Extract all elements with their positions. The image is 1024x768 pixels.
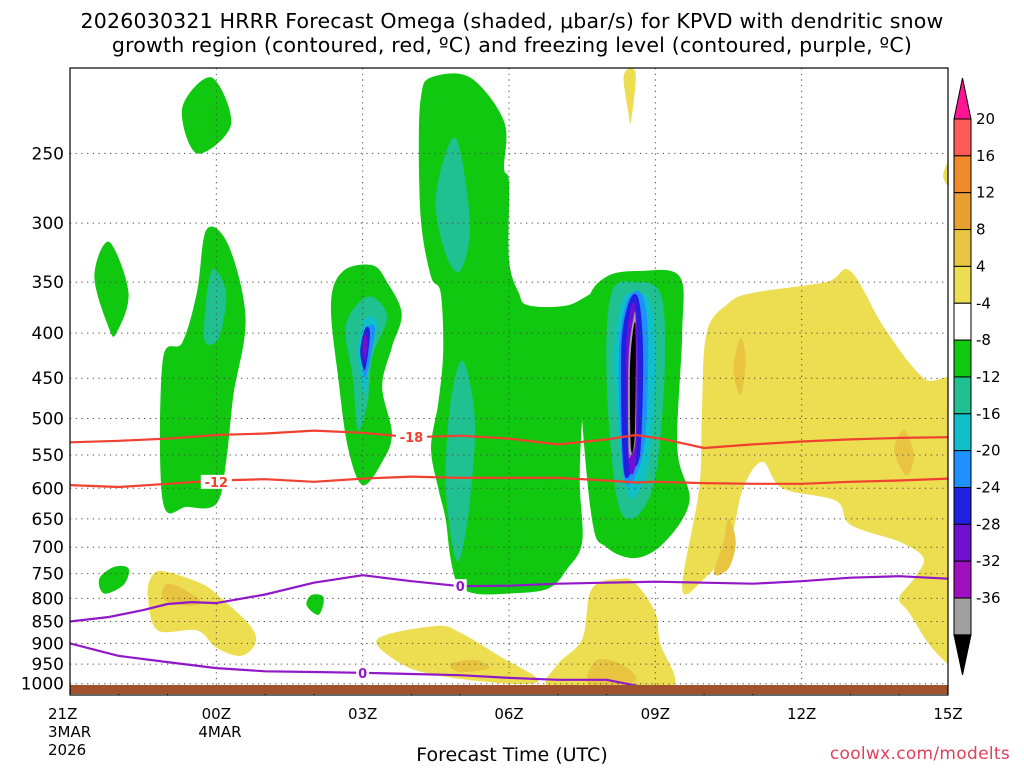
colorbar-bin (953, 597, 972, 636)
colorbar-bin (953, 560, 972, 599)
x-axis-title: Forecast Time (UTC) (416, 744, 608, 766)
y-tick-label: 850 (32, 613, 64, 633)
y-tick-label: 650 (32, 510, 64, 530)
x-tick-label: 12Z (787, 705, 816, 723)
x-tick-label: 06Z (494, 705, 523, 723)
colorbar-label: 8 (976, 221, 986, 239)
y-tick-label: 600 (32, 479, 64, 499)
colorbar-label: -8 (976, 331, 991, 349)
y-axis-labels: 2503003504004505005506006507007508008509… (21, 144, 64, 694)
colorbar-label: -32 (976, 552, 1001, 570)
colorbar-bin (953, 339, 972, 378)
omega-region-25 (376, 625, 539, 685)
colorbar-bin (953, 118, 972, 157)
colorbar-label: 12 (976, 184, 995, 202)
dgz-contour-label: -12 (205, 476, 229, 491)
omega-region-26 (449, 659, 490, 673)
omega-region-1 (94, 241, 129, 337)
colorbar-bin (953, 450, 972, 488)
plot-frame (69, 67, 949, 696)
y-tick-label: 300 (32, 214, 64, 234)
y-tick-label: 950 (32, 655, 64, 675)
omega-region-11 (362, 333, 368, 361)
colorbar-label: -4 (976, 294, 991, 312)
dgz-contour-label-bg (395, 430, 427, 445)
y-tick-label: 450 (32, 369, 64, 389)
freezing-contour-label-bg (356, 666, 370, 681)
chart-title-line-1: 2026030321 HRRR Forecast Omega (shaded, … (80, 9, 944, 33)
ground-bar (70, 685, 948, 694)
omega-region-0 (98, 565, 130, 594)
colorbar-bin (953, 155, 972, 194)
y-tick-label: 700 (32, 538, 64, 558)
y-tick-label: 750 (32, 565, 64, 585)
dgz-contour-label-bg (200, 474, 232, 489)
x-tick-label: 03Z (348, 705, 377, 723)
colorbar-bottom-arrow (953, 634, 972, 676)
y-tick-label: 550 (32, 446, 64, 466)
omega-region-27 (545, 578, 676, 690)
credit-text: coolwx.com/modelts (829, 744, 1010, 764)
omega-region-33 (623, 68, 636, 124)
omega-region-13 (435, 137, 471, 273)
x-tick-label: 21Z (48, 705, 77, 723)
colorbar: 20 16 12 8 4 -4 -8 -12 -16 -20 -24 -28 -32 -36 (953, 77, 1001, 676)
x-tick-label: 15Z (933, 705, 962, 723)
colorbar-bin (953, 376, 972, 415)
y-tick-label: 900 (32, 634, 64, 654)
omega-region-34 (943, 161, 948, 187)
colorbar-bin (953, 523, 972, 562)
x-tick-sublabel: 3MAR (48, 723, 91, 741)
x-tick-label: 09Z (641, 705, 670, 723)
freezing-contour-label: 0 (358, 667, 367, 682)
colorbar-top-arrow (953, 77, 972, 120)
y-tick-label: 250 (32, 144, 64, 164)
omega-shading-layer (94, 68, 948, 690)
colorbar-bin (953, 413, 972, 452)
colorbar-label: -16 (976, 405, 1001, 423)
colorbar-label: -20 (976, 442, 1001, 460)
dgz-contour-label: -18 (400, 431, 424, 446)
colorbar-label: -36 (976, 589, 1001, 607)
omega-region-31 (733, 337, 746, 395)
omega-region-24 (161, 583, 202, 606)
colorbar-label: -28 (976, 515, 1001, 533)
y-tick-label: 500 (32, 410, 64, 430)
colorbar-label: 16 (976, 147, 995, 165)
contour-labels-layer: -18 -12 0 0 (200, 430, 467, 682)
colorbar-bin (953, 229, 972, 267)
gridlines (69, 68, 949, 695)
y-tick-label: 350 (32, 273, 64, 293)
colorbar-label: 4 (976, 257, 986, 275)
colorbar-bin (953, 487, 972, 525)
colorbar-bin (953, 192, 972, 231)
omega-region-14 (445, 360, 476, 562)
x-tick-sublabel-year: 2026 (48, 741, 86, 759)
chart-title-line-2: growth region (contoured, red, ºC) and f… (111, 33, 913, 57)
omega-region-5 (306, 594, 324, 615)
y-tick-label: 1000 (21, 675, 64, 695)
x-tick-label: 00Z (202, 705, 231, 723)
omega-region-22 (629, 321, 636, 454)
omega-region-30 (713, 518, 736, 576)
freezing-contour-label: 0 (456, 580, 465, 595)
omega-region-29 (682, 268, 948, 665)
colorbar-label: -24 (976, 479, 1001, 497)
y-tick-label: 800 (32, 589, 64, 609)
colorbar-bin (953, 302, 972, 341)
omega-region-4 (181, 77, 232, 154)
y-tick-label: 400 (32, 324, 64, 344)
omega-region-3 (203, 269, 227, 345)
omega-region-32 (894, 429, 914, 476)
dgz-contour-line-0 (70, 429, 948, 450)
colorbar-label: 20 (976, 110, 995, 128)
colorbar-label: -12 (976, 368, 1001, 386)
colorbar-bin (953, 265, 972, 304)
freezing-contour-label-bg (453, 579, 467, 594)
x-tick-sublabel: 4MAR (198, 723, 241, 741)
